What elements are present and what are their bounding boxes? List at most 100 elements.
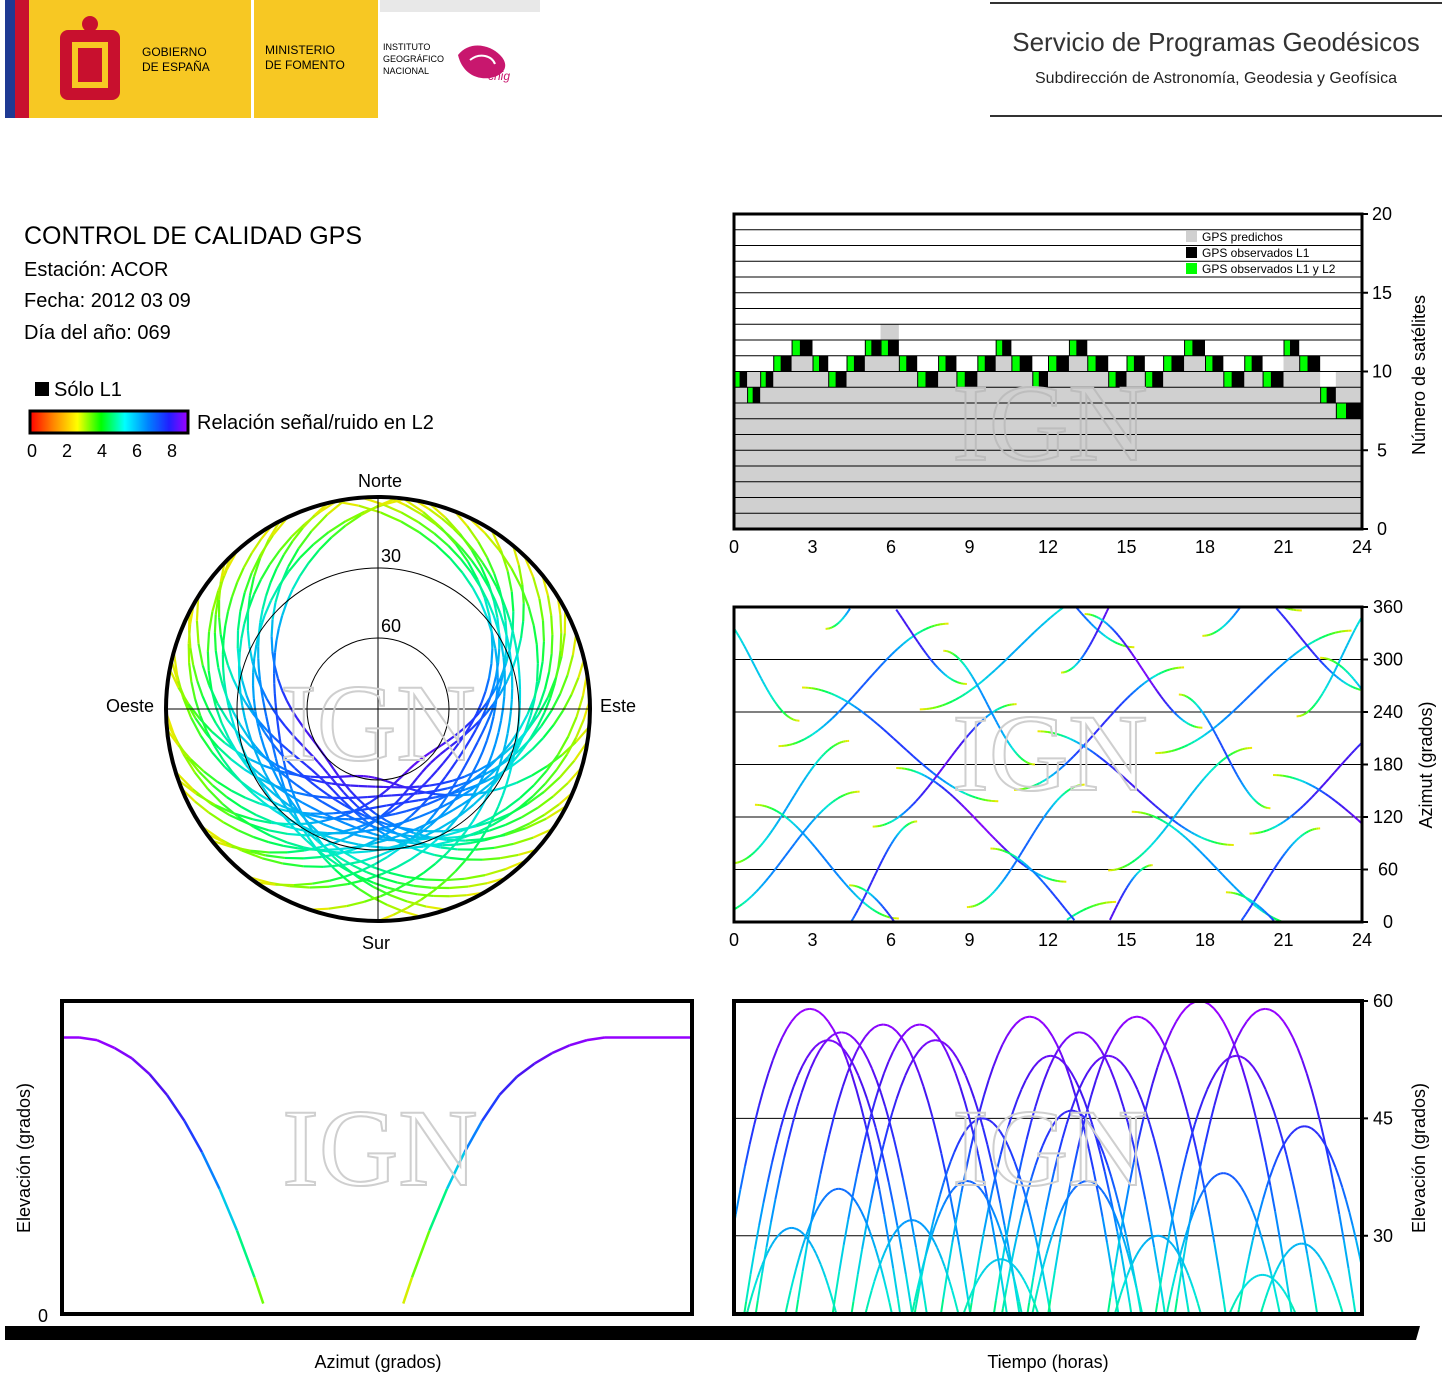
- azimuth-track-segment: [1001, 732, 1006, 737]
- azimuth-track-segment: [1141, 793, 1147, 798]
- azimuth-track-segment: [1111, 627, 1115, 632]
- eltime-track-segment: [1104, 1044, 1111, 1056]
- eltime-track-segment: [896, 1298, 902, 1314]
- azimuth-track-segment: [842, 703, 848, 708]
- eltime-track-segment: [923, 1300, 928, 1314]
- sky-track-segment: [467, 561, 479, 581]
- sky-track-segment: [383, 794, 392, 798]
- eltime-track-segment: [1210, 1175, 1216, 1181]
- sky-track-segment: [566, 737, 578, 755]
- observed-l1l2-bar: [1284, 340, 1290, 356]
- eltime-track-segment: [1276, 1299, 1281, 1314]
- sky-track-segment: [455, 753, 463, 763]
- azimuth-track-segment: [1344, 645, 1348, 650]
- sky-track-segment: [459, 558, 473, 574]
- eltime-track-segment: [939, 1182, 945, 1195]
- skyplot-tracks: [168, 499, 588, 919]
- sky-track-segment: [459, 765, 467, 775]
- sky-track-segment: [388, 871, 407, 878]
- sky-track-segment: [222, 758, 234, 773]
- azimuth-track-segment: [1388, 847, 1391, 850]
- sky-track-segment: [300, 759, 308, 767]
- azimuth-track-segment: [862, 901, 866, 905]
- azimuth-track-segment: [1187, 829, 1192, 834]
- sky-track-segment: [360, 504, 379, 517]
- azimuth-track-segment: [864, 903, 869, 907]
- eltime-track-segment: [1269, 1185, 1277, 1212]
- azimuth-track-segment: [1235, 888, 1241, 893]
- azimuth-track-segment: [1335, 661, 1339, 665]
- skyplot: 30 60 Norte Sur Este Oeste IGN: [106, 471, 636, 953]
- azimuth-track-segment: [884, 822, 888, 826]
- elaz-track-segment: [79, 1036, 98, 1042]
- eltime-track-segment: [1317, 1133, 1323, 1140]
- sky-track-segment: [224, 692, 230, 706]
- observed-l1l2-bar: [1224, 371, 1232, 388]
- sky-track-segment: [464, 757, 471, 767]
- azimuth-track-segment: [1208, 769, 1213, 774]
- eltime-track-segment: [974, 1253, 981, 1278]
- azimuth-track-segment: [882, 659, 887, 664]
- azimuth-track-segment: [795, 825, 799, 829]
- azimuth-track-segment: [1274, 864, 1278, 869]
- sky-track-segment: [270, 619, 274, 637]
- eltime-track-segment: [1152, 1138, 1160, 1155]
- azimuth-track-segment: [975, 796, 979, 800]
- azimuth-track-segment: [1309, 648, 1314, 653]
- eltime-track-segment: [973, 1098, 980, 1113]
- azimuth-track-segment: [1096, 902, 1100, 906]
- sky-track-segment: [257, 668, 262, 680]
- elaz-xlabel: Azimut (grados): [314, 1352, 441, 1372]
- eltime-track-segment: [931, 1039, 936, 1042]
- sky-track-segment: [567, 716, 578, 738]
- azimuth-track-segment: [1318, 659, 1323, 664]
- azimuth-track-segment: [777, 817, 782, 822]
- azimuth-track-segment: [856, 907, 861, 911]
- eltime-track-segment: [1214, 1066, 1221, 1074]
- azimuth-track-segment: [827, 691, 832, 695]
- azimuth-track-segment: [1050, 773, 1055, 778]
- eltime-track-segment: [1006, 1259, 1010, 1263]
- sky-track-segment: [369, 805, 379, 810]
- azimuth-track-segment: [1176, 808, 1181, 813]
- eltime-track-segment: [1250, 1277, 1254, 1281]
- azimuth-track-segment: [826, 748, 831, 752]
- sky-track-segment: [233, 727, 240, 740]
- eltime-track-segment: [994, 1181, 1002, 1204]
- sky-track-segment: [464, 770, 478, 778]
- azimuth-track-segment: [1082, 907, 1088, 911]
- observed-l1l2-bar: [1127, 355, 1134, 372]
- sky-track-segment: [241, 782, 254, 795]
- azimuth-track-segment: [1022, 787, 1026, 791]
- eltime-track-segment: [727, 1241, 732, 1269]
- eltime-track-segment: [1264, 1088, 1271, 1100]
- sky-track-segment: [253, 825, 271, 837]
- azimuth-track-segment: [1076, 910, 1081, 915]
- azimuth-track-segment: [771, 826, 776, 831]
- azimuth-track-segment: [1099, 620, 1104, 625]
- azimuth-track-segment: [1420, 872, 1423, 874]
- azimuth-track-segment: [767, 874, 772, 879]
- azimuth-track-segment: [796, 836, 801, 841]
- azimuth-track-segment: [1211, 727, 1215, 732]
- azimuth-track-segment: [876, 866, 880, 871]
- azimuth-track-segment: [853, 912, 857, 917]
- azimuth-track-segment: [953, 748, 958, 754]
- eltime-track-segment: [1249, 1204, 1255, 1213]
- sky-track-segment: [485, 728, 492, 741]
- sky-track-segment: [473, 829, 490, 836]
- azimuth-track-segment: [729, 622, 731, 624]
- sky-track-segment: [213, 614, 217, 633]
- azimuth-track-segment: [1343, 667, 1347, 672]
- eltime-track-segment: [1252, 1276, 1256, 1280]
- azimuth-track-segment: [1352, 678, 1357, 682]
- sky-track-segment: [499, 708, 505, 722]
- azimuth-track-segment: [1007, 870, 1011, 875]
- eltime-track-segment: [1145, 1238, 1150, 1243]
- sky-track-segment: [390, 804, 402, 813]
- eltime-track-segment: [1241, 1021, 1248, 1030]
- azimuth-track-segment: [1075, 749, 1080, 755]
- azimuth-track-segment: [1395, 738, 1397, 741]
- sky-track-segment: [550, 693, 562, 712]
- observed-l1l2-bar: [1088, 355, 1096, 372]
